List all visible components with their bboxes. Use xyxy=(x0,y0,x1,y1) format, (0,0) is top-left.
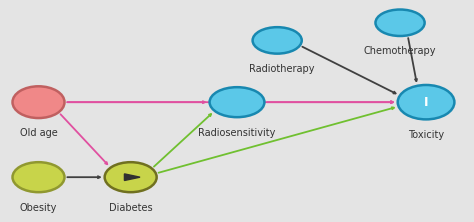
Text: Toxicity: Toxicity xyxy=(408,130,444,140)
Ellipse shape xyxy=(210,87,264,117)
Ellipse shape xyxy=(253,27,302,54)
Ellipse shape xyxy=(12,162,64,192)
Ellipse shape xyxy=(398,85,455,119)
Text: Radiosensitivity: Radiosensitivity xyxy=(198,128,276,138)
Text: Diabetes: Diabetes xyxy=(109,202,153,212)
Polygon shape xyxy=(124,174,140,180)
Text: Obesity: Obesity xyxy=(20,202,57,212)
Text: I: I xyxy=(424,96,428,109)
Text: Chemotherapy: Chemotherapy xyxy=(364,46,436,56)
Ellipse shape xyxy=(375,10,425,36)
Ellipse shape xyxy=(12,86,64,118)
Ellipse shape xyxy=(105,162,156,192)
Text: Old age: Old age xyxy=(19,128,57,138)
Text: Radiotherapy: Radiotherapy xyxy=(249,63,315,73)
